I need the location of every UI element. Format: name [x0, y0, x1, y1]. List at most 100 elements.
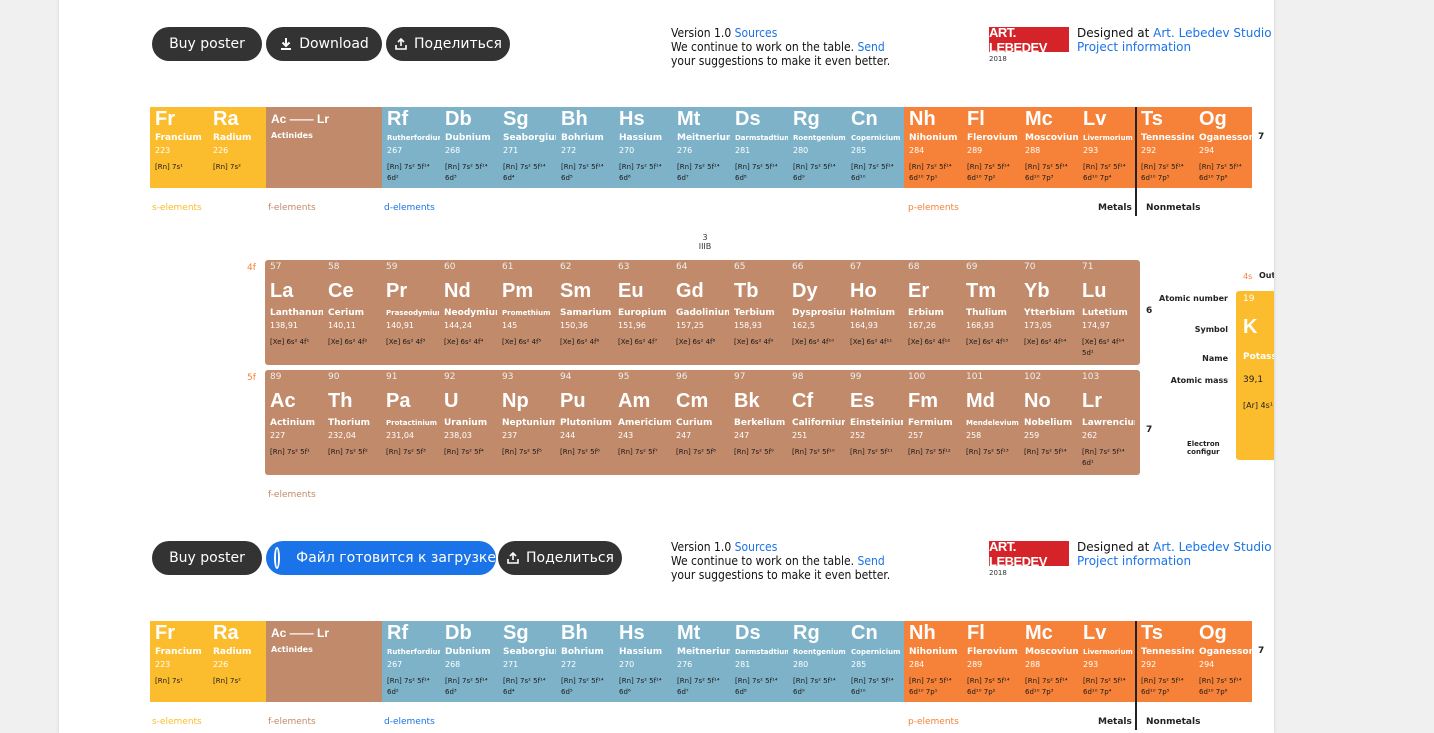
element-cell-ra[interactable]: Ra Radium 226 [Rn] 7s² [208, 107, 266, 188]
element-cell-nh[interactable]: Nh Nihonium 284 [Rn] 7s² 5f¹⁴ 6d¹⁰ 7p¹ [904, 107, 962, 188]
element-cell-ts[interactable]: Ts Tennessine 292 [Rn] 7s² 5f¹⁴ 6d¹⁰ 7p⁵ [1136, 107, 1194, 188]
sources-link[interactable]: Sources [734, 26, 778, 40]
element-cell-db[interactable]: Db Dubnium 268 [Rn] 7s² 5f¹⁴ 6d³ [440, 621, 498, 702]
element-cell-sg[interactable]: Sg Seaborgium 271 [Rn] 7s² 5f¹⁴ 6d⁴ [498, 107, 556, 188]
element-cell-ra[interactable]: Ra Radium 226 [Rn] 7s² [208, 621, 266, 702]
element-cell-rg[interactable]: Rg Roentgenium 280 [Rn] 7s² 5f¹⁴ 6d⁹ [788, 107, 846, 188]
element-cell-np[interactable]: 93 Np Neptunium 237 [Rn] 7s² 5f⁵ [497, 370, 555, 475]
element-cell-rg[interactable]: Rg Roentgenium 280 [Rn] 7s² 5f¹⁴ 6d⁹ [788, 621, 846, 702]
element-symbol: Hs [619, 108, 645, 130]
element-config: [Xe] 6s² 4f¹⁰ [792, 337, 834, 348]
element-cell-es[interactable]: 99 Es Einsteinium 252 [Rn] 7s² 5f¹¹ [845, 370, 903, 475]
element-cell-cm[interactable]: 96 Cm Curium 247 [Rn] 7s² 5f⁸ [671, 370, 729, 475]
element-cell-db[interactable]: Db Dubnium 268 [Rn] 7s² 5f¹⁴ 6d³ [440, 107, 498, 188]
config-line: 6d¹⁰ [851, 174, 866, 182]
element-cell-sm[interactable]: 62 Sm Samarium 150,36 [Xe] 6s² 4f⁶ [555, 260, 613, 365]
buy-poster-button[interactable]: Buy poster [152, 27, 262, 61]
studio-link[interactable]: Art. Lebedev Studio [1153, 540, 1272, 554]
element-cell-pm[interactable]: 61 Pm Promethium 145 [Xe] 6s² 4f⁵ [497, 260, 555, 365]
element-cell-hs[interactable]: Hs Hassium 270 [Rn] 7s² 5f¹⁴ 6d⁶ [614, 107, 672, 188]
sources-link[interactable]: Sources [734, 540, 778, 554]
element-cell-er[interactable]: 68 Er Erbium 167,26 [Xe] 6s² 4f¹² [903, 260, 961, 365]
element-cell-og[interactable]: Og Oganesson 294 [Rn] 7s² 5f¹⁴ 6d¹⁰ 7p⁶ [1194, 621, 1252, 702]
element-cell-mc[interactable]: Mc Moscovium 288 [Rn] 7s² 5f¹⁴ 6d¹⁰ 7p³ [1020, 621, 1078, 702]
element-cell-dy[interactable]: 66 Dy Dysprosium 162,5 [Xe] 6s² 4f¹⁰ [787, 260, 845, 365]
config-line: 6d¹⁰ 7p¹ [909, 174, 938, 182]
element-cell-mt[interactable]: Mt Meitnerium 276 [Rn] 7s² 5f¹⁴ 6d⁷ [672, 107, 730, 188]
element-cell-lv[interactable]: Lv Livermorium 293 [Rn] 7s² 5f¹⁴ 6d¹⁰ 7p⁴ [1078, 621, 1136, 702]
element-cell-pu[interactable]: 94 Pu Plutonium 244 [Rn] 7s² 5f⁶ [555, 370, 613, 475]
element-mass: 268 [445, 146, 461, 155]
element-cell-pr[interactable]: 59 Pr Praseodymium 140,91 [Xe] 6s² 4f³ [381, 260, 439, 365]
element-cell-ce[interactable]: 58 Ce Cerium 140,11 [Xe] 6s² 4f² [323, 260, 381, 365]
element-cell-aclr[interactable]: Ac —— Lr Actinides [266, 107, 382, 188]
download-loading-button[interactable]: Файл готовится к загрузке [266, 541, 496, 575]
send-link[interactable]: Send [857, 40, 885, 54]
element-cell-sg[interactable]: Sg Seaborgium 271 [Rn] 7s² 5f¹⁴ 6d⁴ [498, 621, 556, 702]
element-name: Ytterbium [1024, 308, 1075, 318]
element-symbol: Bh [561, 622, 588, 644]
element-cell-yb[interactable]: 70 Yb Ytterbium 173,05 [Xe] 6s² 4f¹⁴ [1019, 260, 1077, 365]
element-symbol: Ra [213, 108, 239, 130]
element-cell-no[interactable]: 102 No Nobelium 259 [Rn] 7s² 5f¹⁴ [1019, 370, 1077, 475]
element-cell-pa[interactable]: 91 Pa Protactinium 231,04 [Rn] 7s² 5f³ [381, 370, 439, 475]
download-button[interactable]: Download [266, 27, 382, 61]
element-cell-nd[interactable]: 60 Nd Neodymium 144,24 [Xe] 6s² 4f⁴ [439, 260, 497, 365]
element-cell-og[interactable]: Og Oganesson 294 [Rn] 7s² 5f¹⁴ 6d¹⁰ 7p⁶ [1194, 107, 1252, 188]
element-cell-tb[interactable]: 65 Tb Terbium 158,93 [Xe] 6s² 4f⁹ [729, 260, 787, 365]
element-cell-am[interactable]: 95 Am Americium 243 [Rn] 7s² 5f⁷ [613, 370, 671, 475]
buy-poster-button-2[interactable]: Buy poster [152, 541, 262, 575]
studio-logo-2[interactable]: ART. LEBEDEV 2018 [989, 539, 1069, 577]
element-cell-fm[interactable]: 100 Fm Fermium 257 [Rn] 7s² 5f¹² [903, 370, 961, 475]
element-cell-u[interactable]: 92 U Uranium 238,03 [Rn] 7s² 5f⁴ [439, 370, 497, 475]
config-line: [Rn] 7s² 5f¹⁴ [387, 677, 430, 685]
element-cell-hs[interactable]: Hs Hassium 270 [Rn] 7s² 5f¹⁴ 6d⁶ [614, 621, 672, 702]
studio-logo[interactable]: ART. LEBEDEV 2018 [989, 25, 1069, 63]
element-cell-fl[interactable]: Fl Flerovium 289 [Rn] 7s² 5f¹⁴ 6d¹⁰ 7p² [962, 107, 1020, 188]
element-cell-th[interactable]: 90 Th Thorium 232,04 [Rn] 7s² 5f² [323, 370, 381, 475]
element-cell-ds[interactable]: Ds Darmstadtium 281 [Rn] 7s² 5f¹⁴ 6d⁸ [730, 107, 788, 188]
element-config: [Xe] 6s² 4f¹¹ [850, 337, 892, 348]
element-cell-rf[interactable]: Rf Rutherfordium 267 [Rn] 7s² 5f¹⁴ 6d² [382, 621, 440, 702]
element-mass: 288 [1025, 146, 1041, 155]
element-cell-fr[interactable]: Fr Francium 223 [Rn] 7s¹ [150, 107, 208, 188]
element-mass: 284 [909, 146, 925, 155]
element-cell-ts[interactable]: Ts Tennessine 292 [Rn] 7s² 5f¹⁴ 6d¹⁰ 7p⁵ [1136, 621, 1194, 702]
project-info-link[interactable]: Project information [1077, 554, 1192, 568]
studio-link[interactable]: Art. Lebedev Studio [1153, 26, 1272, 40]
element-cell-bh[interactable]: Bh Bohrium 272 [Rn] 7s² 5f¹⁴ 6d⁵ [556, 107, 614, 188]
config-line: [Rn] 7s² 5f¹⁴ [851, 677, 894, 685]
element-cell-rf[interactable]: Rf Rutherfordium 267 [Rn] 7s² 5f¹⁴ 6d² [382, 107, 440, 188]
project-info-link[interactable]: Project information [1077, 40, 1192, 54]
element-cell-cf[interactable]: 98 Cf Californium 251 [Rn] 7s² 5f¹⁰ [787, 370, 845, 475]
element-cell-eu[interactable]: 63 Eu Europium 151,96 [Xe] 6s² 4f⁷ [613, 260, 671, 365]
share-button-2[interactable]: Поделиться [498, 541, 622, 575]
element-cell-ac[interactable]: 89 Ac Actinium 227 [Rn] 7s² 5f¹ [265, 370, 323, 475]
element-cell-md[interactable]: 101 Md Mendelevium 258 [Rn] 7s² 5f¹³ [961, 370, 1019, 475]
buy-poster-label: Buy poster [169, 36, 245, 52]
logo-text: ART. LEBEDEV [989, 25, 1069, 55]
element-cell-lv[interactable]: Lv Livermorium 293 [Rn] 7s² 5f¹⁴ 6d¹⁰ 7p⁴ [1078, 107, 1136, 188]
send-link[interactable]: Send [857, 554, 885, 568]
element-cell-ds[interactable]: Ds Darmstadtium 281 [Rn] 7s² 5f¹⁴ 6d⁸ [730, 621, 788, 702]
element-cell-lu[interactable]: 71 Lu Lutetium 174,97 [Xe] 6s² 4f¹⁴ 5d¹ [1077, 260, 1135, 365]
element-cell-tm[interactable]: 69 Tm Thulium 168,93 [Xe] 6s² 4f¹³ [961, 260, 1019, 365]
share-button[interactable]: Поделиться [386, 27, 510, 61]
element-cell-mt[interactable]: Mt Meitnerium 276 [Rn] 7s² 5f¹⁴ 6d⁷ [672, 621, 730, 702]
element-cell-fl[interactable]: Fl Flerovium 289 [Rn] 7s² 5f¹⁴ 6d¹⁰ 7p² [962, 621, 1020, 702]
element-config: [Xe] 6s² 4f⁶ [560, 337, 599, 348]
element-cell-bk[interactable]: 97 Bk Berkelium 247 [Rn] 7s² 5f⁹ [729, 370, 787, 475]
key-k-name: Potassi [1243, 352, 1274, 362]
element-cell-nh[interactable]: Nh Nihonium 284 [Rn] 7s² 5f¹⁴ 6d¹⁰ 7p¹ [904, 621, 962, 702]
element-cell-bh[interactable]: Bh Bohrium 272 [Rn] 7s² 5f¹⁴ 6d⁵ [556, 621, 614, 702]
element-cell-ho[interactable]: 67 Ho Holmium 164,93 [Xe] 6s² 4f¹¹ [845, 260, 903, 365]
element-cell-cn[interactable]: Cn Copernicium 285 [Rn] 7s² 5f¹⁴ 6d¹⁰ [846, 107, 904, 188]
element-cell-mc[interactable]: Mc Moscovium 288 [Rn] 7s² 5f¹⁴ 6d¹⁰ 7p³ [1020, 107, 1078, 188]
element-cell-lr[interactable]: 103 Lr Lawrencium 262 [Rn] 7s² 5f¹⁴ 6d¹ [1077, 370, 1135, 475]
element-mass: 173,05 [1024, 321, 1052, 330]
element-cell-aclr[interactable]: Ac —— Lr Actinides [266, 621, 382, 702]
element-cell-cn[interactable]: Cn Copernicium 285 [Rn] 7s² 5f¹⁴ 6d¹⁰ [846, 621, 904, 702]
element-cell-fr[interactable]: Fr Francium 223 [Rn] 7s¹ [150, 621, 208, 702]
element-cell-gd[interactable]: 64 Gd Gadolinium 157,25 [Xe] 6s² 4f⁸ [671, 260, 729, 365]
element-cell-la[interactable]: 57 La Lanthanum 138,91 [Xe] 6s² 4f¹ [265, 260, 323, 365]
